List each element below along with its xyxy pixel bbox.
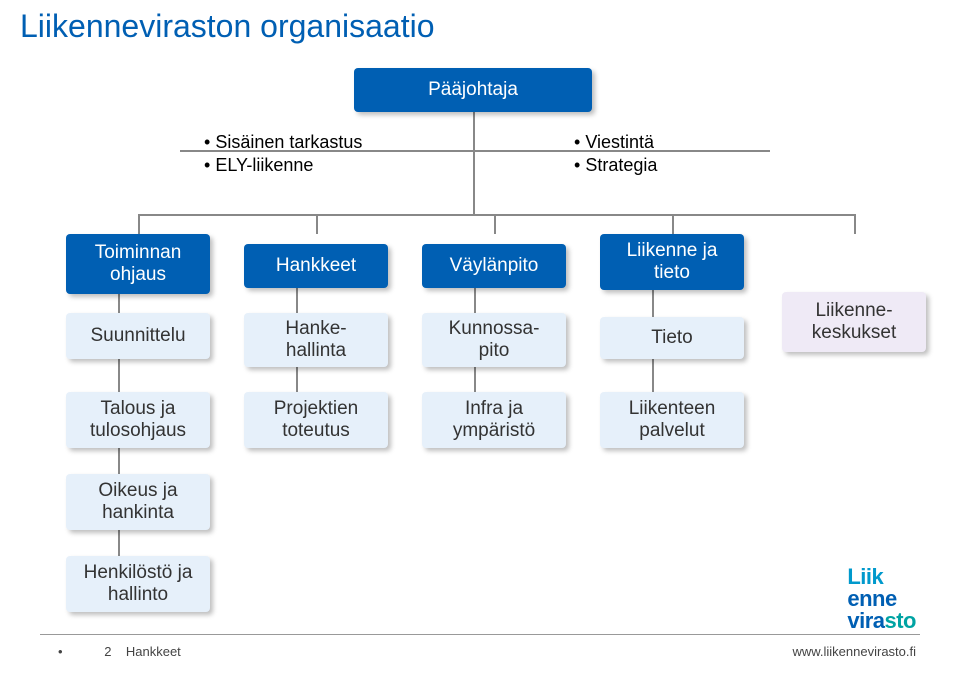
slide-root: Liikenneviraston organisaatio Pääjohtaja…	[0, 0, 960, 677]
org-node: Liikenne-keskukset	[782, 292, 926, 352]
connector-v	[316, 214, 318, 234]
side-list-left: Sisäinen tarkastusELY-liikenne	[204, 131, 362, 178]
org-node: Tieto	[600, 317, 744, 359]
footer-url: www.liikennevirasto.fi	[792, 644, 916, 659]
connector-h	[473, 150, 570, 152]
footer-section: Hankkeet	[126, 644, 181, 659]
org-node: Liikenteen palvelut	[600, 392, 744, 448]
org-node: Henkilöstö ja hallinto	[66, 556, 210, 612]
connector-v	[494, 214, 496, 234]
slide-title: Liikenneviraston organisaatio	[20, 8, 434, 45]
footer-divider	[40, 634, 920, 635]
side-list-item: Viestintä	[574, 131, 657, 154]
page-number: 2	[104, 644, 111, 659]
org-node: Talous ja tulosohjaus	[66, 392, 210, 448]
org-node: Hanke-hallinta	[244, 313, 388, 367]
org-node: Toiminnan ohjaus	[66, 234, 210, 294]
org-node: Väylänpito	[422, 244, 566, 288]
side-list-item: Sisäinen tarkastus	[204, 131, 362, 154]
org-node: Kunnossa-pito	[422, 313, 566, 367]
org-node: Liikenne ja tieto	[600, 234, 744, 290]
org-node: Projektien toteutus	[244, 392, 388, 448]
connector-h	[138, 214, 854, 216]
side-list-item: Strategia	[574, 154, 657, 177]
org-node: Hankkeet	[244, 244, 388, 288]
org-node: Infra ja ympäristö	[422, 392, 566, 448]
org-node: Pääjohtaja	[354, 68, 592, 112]
connector-v	[854, 214, 856, 234]
logo-line3b: sto	[885, 608, 917, 633]
side-list-right: ViestintäStrategia	[574, 131, 657, 178]
brand-logo: Liik enne virasto	[847, 567, 916, 633]
side-list-item: ELY-liikenne	[204, 154, 362, 177]
connector-v	[473, 112, 475, 214]
org-node: Oikeus ja hankinta	[66, 474, 210, 530]
logo-line3a: vira	[847, 608, 884, 633]
org-node: Suunnittelu	[66, 313, 210, 359]
connector-v	[672, 214, 674, 234]
footer-left: 2 Hankkeet	[58, 644, 181, 659]
connector-v	[138, 214, 140, 234]
